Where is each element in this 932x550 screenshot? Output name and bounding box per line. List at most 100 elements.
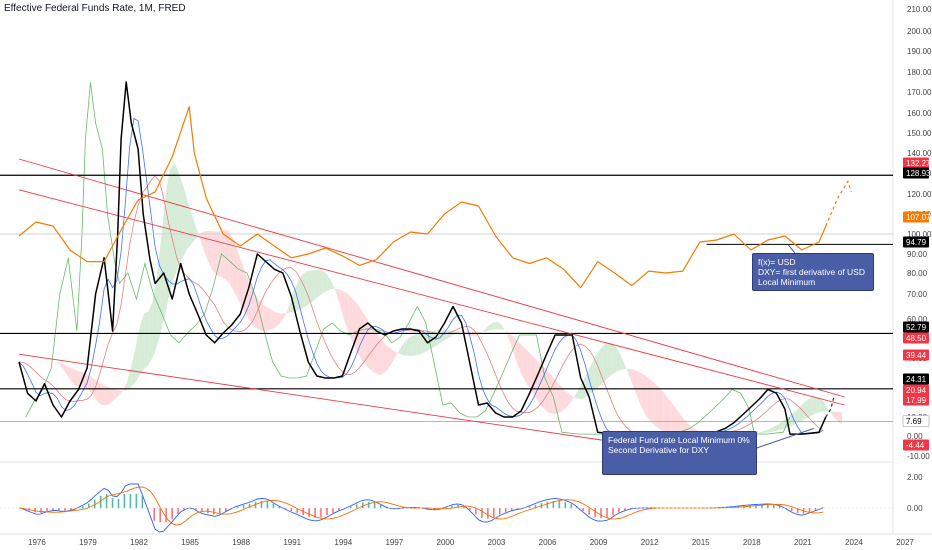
- time-tick-label: 2015: [692, 538, 710, 547]
- cloud-segment: [93, 378, 98, 402]
- macd-histogram-bar: [582, 508, 584, 511]
- macd-histogram-bar: [70, 508, 72, 511]
- cloud-segment: [667, 397, 672, 434]
- macd-histogram-bar: [183, 508, 185, 511]
- chart-title: Effective Federal Funds Rate, 1M, FRED: [4, 3, 186, 14]
- cloud-segment: [88, 375, 93, 395]
- cloud-segment: [318, 269, 323, 297]
- macd-histogram-bar: [218, 508, 221, 514]
- macd-histogram-bar: [445, 507, 447, 509]
- cloud-segment: [769, 426, 774, 433]
- cloud-segment: [795, 407, 800, 425]
- time-tick-label: 2027: [896, 538, 914, 547]
- trendlines: [18, 158, 845, 443]
- cloud-segment: [641, 373, 647, 416]
- cloud-segment: [531, 354, 536, 398]
- cloud-segment: [782, 418, 787, 430]
- macd-histogram-bar: [487, 508, 489, 519]
- dxy-annotation[interactable]: f(x)= USD DXY= first derivative of USD L…: [752, 253, 874, 291]
- cloud-segment: [229, 231, 234, 291]
- cloud-segment: [71, 368, 76, 387]
- price-tick-label: 60.00: [907, 315, 928, 324]
- rate-note-line-2: Second Derivative for DXY: [608, 445, 710, 455]
- cloud-segment: [105, 386, 110, 406]
- macd-histogram-bar: [594, 508, 596, 518]
- macd-histogram-bar: [749, 505, 751, 509]
- cloud-segment: [599, 345, 604, 386]
- cloud-segment: [548, 371, 553, 414]
- cloud-segment: [101, 383, 106, 406]
- rate-projection-line: [825, 394, 835, 418]
- macd-histogram-bar: [248, 503, 251, 509]
- cloud-segment: [390, 348, 396, 365]
- dxy-note-line-3: Local Minimum: [758, 277, 816, 287]
- cloud-segment: [339, 289, 345, 320]
- time-tick-label: 1982: [130, 538, 148, 547]
- cloud-segment: [403, 338, 408, 356]
- macd-histogram-bar: [350, 506, 352, 509]
- time-tick-label: 2003: [488, 538, 506, 547]
- macd-histogram-bar: [284, 508, 287, 509]
- cloud-segment: [816, 396, 821, 414]
- cloud-segment: [314, 269, 319, 301]
- cloud-segment: [807, 397, 813, 418]
- macd-histogram-bar: [755, 505, 757, 509]
- macd-histogram-bar: [320, 508, 322, 518]
- cloud-segment: [59, 362, 64, 370]
- cloud-segment: [233, 239, 238, 299]
- cloud-segment: [152, 276, 157, 358]
- cloud-segment: [761, 430, 766, 434]
- cloud-segment: [267, 307, 272, 331]
- price-tag-label: 132.27: [906, 159, 931, 168]
- cloud-segment: [629, 368, 634, 387]
- macd-histogram-bar: [355, 504, 358, 509]
- price-tick-label: 140.00: [907, 149, 932, 158]
- time-tick-label: 2009: [590, 538, 608, 547]
- price-tag-bg: [903, 349, 929, 361]
- indicator-lines: [18, 81, 824, 435]
- price-axis[interactable]: 210.00 200.00 190.00 180.00 170.00 160.00 150.…: [907, 5, 932, 513]
- rate-annotation[interactable]: Federal Fund rate Local Minimum 0% Secon…: [602, 431, 757, 475]
- cloud-segment: [242, 263, 247, 316]
- macd-histogram-bar: [469, 508, 471, 510]
- price-tag-label: -4.44: [906, 441, 925, 450]
- macd-histogram-bar: [814, 508, 817, 511]
- price-tag-bg: [903, 394, 929, 406]
- cloud-segment: [484, 325, 489, 332]
- macd-histogram-bar: [314, 508, 316, 518]
- cloud-segment: [310, 270, 315, 304]
- cloud-segment: [199, 231, 204, 251]
- macd-histogram-bar: [213, 508, 215, 515]
- price-tick-label: 100.00: [907, 230, 932, 239]
- macd-histogram-bar: [475, 508, 477, 515]
- macd-histogram-bar: [516, 508, 519, 510]
- price-tick-label: 170.00: [907, 88, 932, 97]
- cloud-segment: [480, 329, 485, 334]
- cloud-segment: [369, 323, 374, 373]
- macd-histogram-bar: [570, 503, 573, 509]
- macd-histogram-bar: [242, 505, 245, 509]
- cloud-segment: [195, 224, 200, 240]
- macd-tick-label: 0.00: [907, 504, 923, 513]
- macd-histogram-bar: [165, 508, 167, 523]
- time-tick-label: 2006: [539, 538, 557, 547]
- time-axis[interactable]: 1976 1979 1982 1985 1988 1991 1994 1997 2000 2003…: [28, 538, 914, 547]
- macd-histogram-bar: [99, 495, 102, 509]
- time-tick-label: 2021: [794, 538, 812, 547]
- cloud-segment: [156, 238, 162, 347]
- macd-histogram-bar: [796, 508, 799, 513]
- cloud-segment: [165, 170, 170, 314]
- cloud-segment: [837, 412, 842, 425]
- cloud-segment: [595, 350, 600, 390]
- cloud-segment: [416, 333, 421, 356]
- cloud-segment: [680, 414, 685, 435]
- cloud-segment: [578, 382, 583, 399]
- macd-histogram-bar: [326, 508, 328, 516]
- cloud-segment: [399, 343, 404, 356]
- cloud-segment: [382, 341, 387, 375]
- price-tag-label: 7.69: [906, 417, 922, 426]
- cloud-segment: [441, 330, 447, 342]
- macd-histogram-bar: [332, 508, 334, 513]
- macd-histogram-bar: [308, 508, 310, 517]
- cloud-segment: [190, 211, 196, 245]
